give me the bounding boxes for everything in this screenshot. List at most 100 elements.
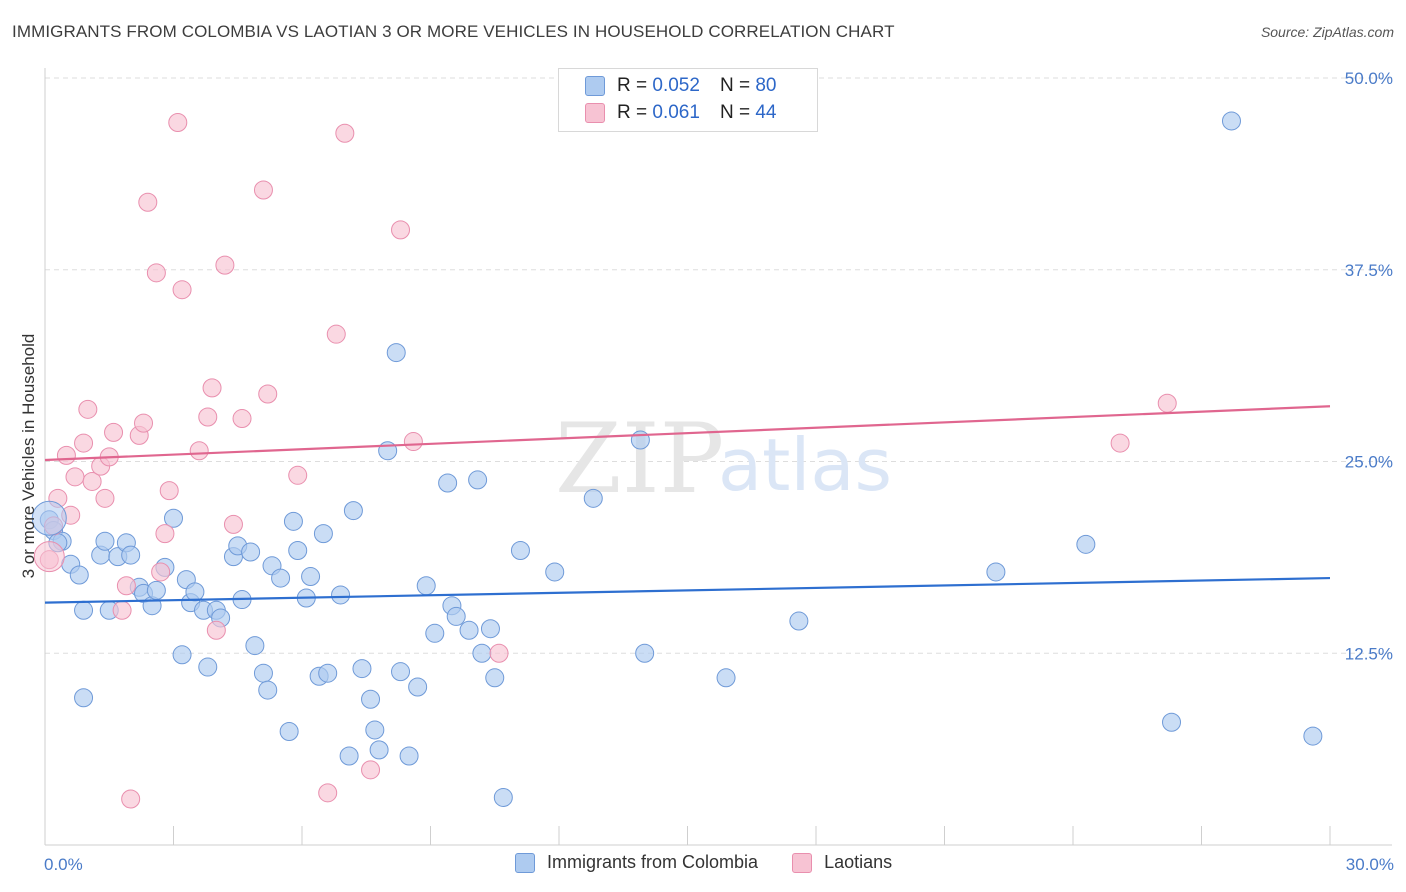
chart-title: IMMIGRANTS FROM COLOMBIA VS LAOTIAN 3 OR… xyxy=(12,22,895,41)
data-points xyxy=(31,111,1323,809)
data-point-laotian xyxy=(56,445,76,465)
data-point-colombia xyxy=(630,430,650,450)
data-point-colombia xyxy=(343,501,363,521)
data-point-colombia xyxy=(391,662,411,682)
data-point-colombia xyxy=(318,663,338,683)
data-point-laotian xyxy=(202,378,222,398)
y-ticks: 12.5% 25.0% 37.5% 50.0% xyxy=(1345,69,1393,663)
watermark-atlas: atlas xyxy=(718,423,892,507)
data-point-laotian xyxy=(78,399,98,419)
data-point-colombia xyxy=(288,540,308,560)
data-point-colombia xyxy=(485,668,505,688)
y-axis-label: 3 or more Vehicles in Household xyxy=(19,334,38,579)
colombia-swatch xyxy=(585,76,605,96)
legend-item-colombia: Immigrants from Colombia xyxy=(515,852,758,873)
data-point-laotian xyxy=(489,643,509,663)
data-point-laotian xyxy=(189,441,209,461)
data-point-laotian xyxy=(168,112,188,132)
data-point-laotian xyxy=(159,481,179,501)
data-point-colombia xyxy=(386,343,406,363)
data-point-colombia xyxy=(253,663,273,683)
y-tick-label: 25.0% xyxy=(1345,453,1393,472)
legend-label-laotians: Laotians xyxy=(824,852,893,872)
data-point-laotian xyxy=(288,465,308,485)
data-point-colombia xyxy=(1221,111,1241,131)
legend-n-label-2: N = xyxy=(719,102,751,123)
data-point-laotian xyxy=(155,524,175,544)
legend-label-colombia: Immigrants from Colombia xyxy=(547,852,759,872)
data-point-colombia xyxy=(986,562,1006,582)
data-point-colombia xyxy=(95,531,115,551)
data-point-colombia xyxy=(789,611,809,631)
legend-n-value-2: 44 xyxy=(755,102,777,123)
data-point-laotian xyxy=(116,576,136,596)
trend-lines xyxy=(44,405,1331,604)
data-point-laotian xyxy=(253,180,273,200)
data-point-laotian xyxy=(112,600,132,620)
data-point-colombia xyxy=(583,488,603,508)
x-tick-max: 30.0% xyxy=(1346,855,1394,874)
data-point-laotian xyxy=(74,433,94,453)
data-point-laotian xyxy=(95,488,115,508)
data-point-colombia xyxy=(716,668,736,688)
legend-r-value-2: 0.061 xyxy=(652,102,700,123)
data-point-laotian xyxy=(326,324,346,344)
legend-n-label-1: N = xyxy=(719,75,751,96)
data-point-laotian xyxy=(198,407,218,427)
data-point-colombia xyxy=(480,619,500,639)
data-point-laotian xyxy=(215,255,235,275)
laotians-swatch xyxy=(585,103,605,123)
data-point-colombia xyxy=(271,568,291,588)
data-point-colombia xyxy=(459,620,479,640)
y-tick-label: 12.5% xyxy=(1345,644,1393,663)
data-point-colombia xyxy=(635,643,655,663)
data-point-colombia xyxy=(365,720,385,740)
data-point-laotian xyxy=(1110,433,1130,453)
data-point-colombia xyxy=(446,606,466,626)
data-point-colombia xyxy=(185,582,205,602)
legend-row-colombia: R = 0.052 N = 80 xyxy=(585,74,776,98)
data-point-laotian xyxy=(104,422,124,442)
data-point-colombia xyxy=(339,746,359,766)
data-point-colombia xyxy=(472,643,492,663)
data-point-colombia xyxy=(313,524,333,544)
watermark-zip: ZIP xyxy=(555,403,724,515)
data-point-laotian xyxy=(391,220,411,240)
data-point-colombia xyxy=(164,508,183,528)
data-point-laotian xyxy=(318,783,338,803)
data-point-colombia xyxy=(74,688,94,708)
data-point-colombia xyxy=(493,787,513,807)
data-point-colombia xyxy=(279,721,299,741)
data-point-laotian xyxy=(403,432,423,452)
data-point-colombia xyxy=(198,657,218,677)
data-point-colombia xyxy=(258,680,278,700)
data-point-colombia xyxy=(352,659,372,679)
data-point-colombia xyxy=(425,623,445,643)
data-point-laotian xyxy=(82,471,102,491)
data-point-laotian xyxy=(121,789,141,809)
data-point-laotian xyxy=(335,123,355,143)
legend-r-label-2: R = xyxy=(617,102,648,123)
legend-swatch-colombia xyxy=(515,852,535,873)
data-point-colombia xyxy=(1162,712,1182,732)
x-tick-min: 0.0% xyxy=(44,855,83,874)
trend-line-colombia xyxy=(44,576,1331,604)
data-point-laotian xyxy=(146,263,166,283)
data-point-laotian xyxy=(134,413,154,433)
data-point-laotian xyxy=(223,514,243,534)
data-point-colombia xyxy=(69,565,89,585)
data-point-laotian-large xyxy=(33,541,65,573)
data-point-laotian xyxy=(258,384,278,404)
data-point-colombia xyxy=(74,600,94,620)
data-point-colombia xyxy=(1076,534,1096,554)
data-point-colombia xyxy=(1303,726,1323,746)
legend-r-value-1: 0.052 xyxy=(652,75,700,96)
data-point-colombia xyxy=(399,746,419,766)
data-point-colombia-large xyxy=(31,500,67,536)
data-point-colombia xyxy=(301,567,321,587)
data-point-colombia xyxy=(510,540,530,560)
data-point-laotian xyxy=(172,280,192,300)
legend-swatch-laotians xyxy=(792,852,813,873)
data-point-colombia xyxy=(369,740,389,760)
data-point-laotian xyxy=(138,192,158,212)
